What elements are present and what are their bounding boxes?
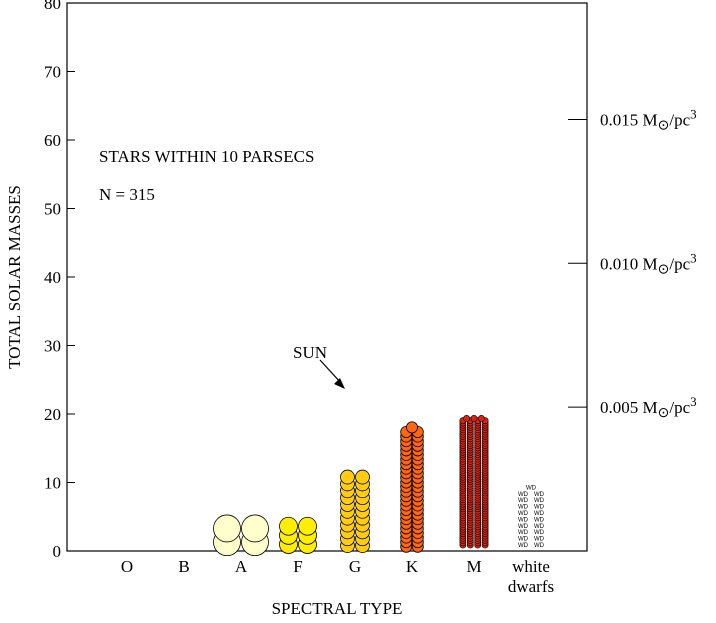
sun-arrow bbox=[319, 359, 345, 389]
white-dwarf-marker: WD bbox=[526, 485, 537, 491]
y-tick-label: 0 bbox=[53, 542, 62, 561]
white-dwarf-marker: WD bbox=[518, 492, 529, 498]
white-dwarf-marker: WD bbox=[518, 543, 529, 549]
white-dwarf-marker: WD bbox=[534, 498, 545, 504]
right-axis: 0.015 M⊙/pc3 0.010 M⊙/pc3 0.005 M⊙/pc3 bbox=[568, 106, 697, 421]
star-marker bbox=[355, 469, 370, 485]
white-dwarf-marker: WD bbox=[518, 524, 529, 530]
white-dwarf-marker: WD bbox=[518, 498, 529, 504]
y-tick-label: 50 bbox=[44, 200, 61, 219]
star-marker bbox=[340, 469, 355, 485]
white-dwarf-marker: WD bbox=[534, 511, 545, 517]
white-dwarf-marker: WD bbox=[534, 537, 545, 543]
white-dwarf-marker: WD bbox=[534, 524, 545, 530]
white-dwarf-marker: WD bbox=[534, 517, 545, 523]
right-tick-label: 0.010 M⊙/pc3 bbox=[600, 250, 697, 277]
star-marker bbox=[241, 514, 269, 543]
density-unit: /pc bbox=[669, 398, 690, 417]
sun-symbol: ⊙ bbox=[658, 406, 670, 421]
x-tick-label: G bbox=[349, 557, 361, 576]
right-tick-label: 0.005 M⊙/pc3 bbox=[600, 394, 697, 421]
white-dwarf-marker: WD bbox=[518, 537, 529, 543]
white-dwarf-marker: WD bbox=[518, 511, 529, 517]
x-tick-label: F bbox=[293, 557, 302, 576]
white-dwarf-marker: WD bbox=[534, 530, 545, 536]
star-marker bbox=[470, 415, 478, 422]
density-unit: /pc bbox=[669, 110, 690, 129]
y-tick-label: 30 bbox=[44, 337, 61, 356]
white-dwarf-marker: WD bbox=[518, 530, 529, 536]
y-tick-label: 60 bbox=[44, 131, 61, 150]
right-tick-label: 0.015 M⊙/pc3 bbox=[600, 106, 697, 133]
star-marker bbox=[477, 415, 485, 422]
white-dwarf-marker: WD bbox=[518, 505, 529, 511]
y-axis-title: TOTAL SOLAR MASSES bbox=[5, 185, 24, 369]
x-tick-label: K bbox=[406, 557, 419, 576]
y-tick-label: 40 bbox=[44, 268, 61, 287]
y-tick-label: 10 bbox=[44, 474, 61, 493]
annotation-sun: SUN bbox=[293, 343, 327, 362]
x-tick-label: B bbox=[178, 557, 189, 576]
plot-frame bbox=[66, 2, 588, 552]
star-marker bbox=[298, 516, 317, 536]
star-marker bbox=[405, 421, 418, 434]
y-tick-label: 70 bbox=[44, 63, 61, 82]
white-dwarf-marker: WD bbox=[534, 505, 545, 511]
y-axis-ticks: 0 10 20 30 40 50 60 70 80 bbox=[44, 0, 75, 561]
star-marker bbox=[213, 514, 241, 543]
white-dwarf-marker: WD bbox=[534, 492, 545, 498]
annotation-n: N = 315 bbox=[99, 185, 155, 204]
x-tick-label: O bbox=[121, 557, 133, 576]
x-tick-label: M bbox=[466, 557, 481, 576]
y-tick-label: 80 bbox=[44, 0, 61, 13]
x-axis-title: SPECTRAL TYPE bbox=[272, 599, 403, 618]
sun-symbol: ⊙ bbox=[658, 118, 670, 133]
white-dwarf-marker: WD bbox=[518, 517, 529, 523]
star-marker bbox=[279, 516, 298, 536]
density-exponent: 3 bbox=[690, 250, 697, 265]
white-dwarf-marker: WD bbox=[534, 543, 545, 549]
star-marker bbox=[463, 415, 470, 422]
x-tick-label: white bbox=[512, 557, 550, 576]
x-tick-label: A bbox=[235, 557, 248, 576]
annotation-stars-within: STARS WITHIN 10 PARSECS bbox=[99, 147, 314, 166]
density-exponent: 3 bbox=[690, 394, 697, 409]
y-tick-label: 20 bbox=[44, 405, 61, 424]
sun-symbol: ⊙ bbox=[658, 262, 670, 277]
density-exponent: 3 bbox=[690, 106, 697, 121]
x-tick-label-line2: dwarfs bbox=[508, 577, 554, 596]
density-unit: /pc bbox=[669, 254, 690, 273]
